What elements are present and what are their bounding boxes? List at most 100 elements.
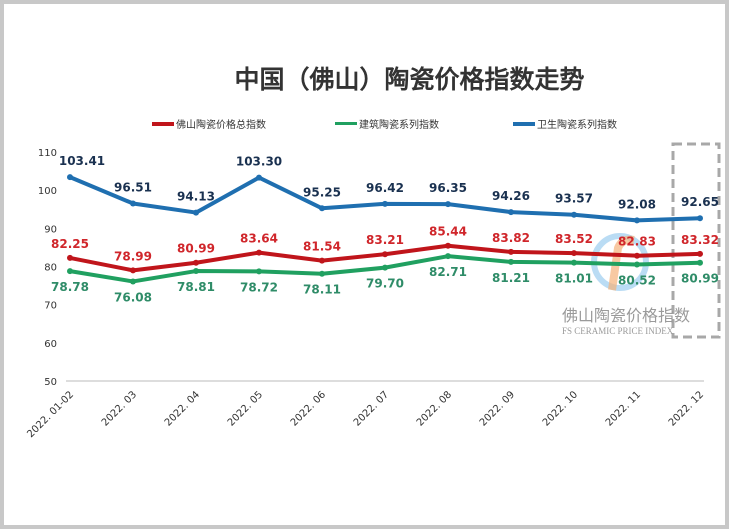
data-label: 81.54	[303, 240, 341, 254]
data-point	[382, 264, 388, 271]
data-label: 83.52	[555, 232, 593, 246]
data-point	[130, 200, 136, 207]
watermark-cn: 佛山陶瓷价格指数	[562, 306, 691, 325]
data-point	[445, 242, 451, 249]
data-label: 96.51	[114, 180, 152, 194]
legend-label: 佛山陶瓷价格总指数	[176, 120, 266, 131]
watermark-logo-icon	[608, 235, 635, 291]
data-label: 92.65	[681, 195, 719, 209]
data-point	[571, 211, 577, 218]
data-point	[193, 259, 199, 266]
data-label: 76.08	[114, 290, 152, 304]
x-tick-label: 2022. 07	[352, 389, 391, 428]
data-point	[634, 252, 640, 259]
y-tick-label: 100	[38, 186, 57, 197]
x-tick-label: 2022. 10	[541, 389, 580, 428]
data-label: 83.64	[240, 232, 278, 246]
data-point	[697, 259, 703, 266]
data-point	[319, 205, 325, 212]
data-point	[256, 174, 262, 181]
watermark-en: FS CERAMIC PRICE INDEX	[562, 326, 674, 336]
data-label: 94.13	[177, 190, 215, 204]
data-label: 81.21	[492, 271, 530, 285]
data-point	[508, 258, 514, 265]
data-point	[634, 261, 640, 268]
data-point	[445, 201, 451, 208]
data-point	[571, 259, 577, 266]
data-point	[67, 268, 73, 275]
legend-swatch	[335, 122, 357, 125]
data-label: 103.41	[59, 154, 105, 168]
data-point	[193, 209, 199, 216]
watermark: 佛山陶瓷价格指数 FS CERAMIC PRICE INDEX	[562, 302, 690, 336]
data-label: 79.70	[366, 277, 404, 291]
data-label: 93.57	[555, 192, 593, 206]
data-label: 96.42	[366, 181, 404, 195]
chart-title: 中国（佛山）陶瓷价格指数走势	[234, 65, 585, 94]
data-point	[193, 268, 199, 275]
data-point	[697, 250, 703, 257]
data-point	[319, 257, 325, 264]
data-label: 78.11	[303, 283, 341, 297]
x-tick-label: 2022. 04	[163, 389, 202, 428]
data-point	[130, 278, 136, 285]
data-label: 78.72	[240, 280, 278, 294]
legend-label: 卫生陶瓷系列指数	[537, 120, 617, 131]
data-point	[67, 174, 73, 181]
data-point	[130, 267, 136, 274]
data-point	[445, 253, 451, 260]
data-point	[571, 250, 577, 257]
legend-item-building: 建筑陶瓷系列指数	[335, 116, 439, 131]
data-point	[634, 217, 640, 224]
data-label: 82.25	[51, 237, 89, 251]
data-label: 81.01	[555, 272, 593, 286]
data-point	[256, 249, 262, 256]
x-tick-label: 2022. 12	[667, 389, 706, 428]
data-point	[508, 248, 514, 255]
data-label: 83.82	[492, 231, 530, 245]
data-label: 80.99	[681, 272, 719, 286]
legend-swatch	[513, 121, 535, 126]
data-label: 82.83	[618, 235, 656, 249]
data-label: 92.08	[618, 197, 656, 211]
y-tick-label: 50	[44, 377, 57, 388]
legend: 佛山陶瓷价格总指数 建筑陶瓷系列指数 卫生陶瓷系列指数	[0, 116, 729, 132]
data-label: 85.44	[429, 225, 467, 239]
legend-swatch	[152, 121, 174, 126]
y-tick-label: 70	[44, 301, 57, 312]
data-point	[67, 254, 73, 261]
data-label: 83.21	[366, 233, 404, 247]
data-point	[256, 268, 262, 275]
data-point	[697, 215, 703, 222]
legend-item-total: 佛山陶瓷价格总指数	[152, 116, 266, 131]
y-tick-label: 80	[44, 263, 57, 274]
y-tick-label: 60	[44, 339, 57, 350]
data-label: 80.99	[177, 242, 215, 256]
data-label: 95.25	[303, 185, 341, 199]
data-label: 94.26	[492, 189, 530, 203]
highlight-box	[671, 142, 721, 339]
data-label: 78.81	[177, 280, 215, 294]
data-label: 83.32	[681, 233, 719, 247]
data-label: 78.99	[114, 249, 152, 263]
data-point	[319, 270, 325, 277]
x-tick-label: 2022. 06	[289, 389, 328, 428]
x-tick-label: 2022. 01-02	[25, 389, 76, 440]
x-tick-label: 2022. 08	[415, 389, 454, 428]
y-tick-label: 110	[38, 148, 57, 159]
data-point	[382, 251, 388, 258]
y-tick-label: 90	[44, 224, 57, 235]
legend-label: 建筑陶瓷系列指数	[359, 120, 439, 131]
data-label: 80.52	[618, 274, 656, 288]
x-tick-label: 2022. 11	[604, 389, 643, 428]
data-label: 82.71	[429, 265, 467, 279]
data-point	[508, 209, 514, 216]
x-tick-label: 2022. 05	[226, 389, 265, 428]
data-label: 96.35	[429, 181, 467, 195]
x-tick-label: 2022. 09	[478, 389, 517, 428]
data-label: 78.78	[51, 280, 89, 294]
legend-item-sanitary: 卫生陶瓷系列指数	[513, 116, 617, 131]
data-label: 103.30	[236, 155, 282, 169]
